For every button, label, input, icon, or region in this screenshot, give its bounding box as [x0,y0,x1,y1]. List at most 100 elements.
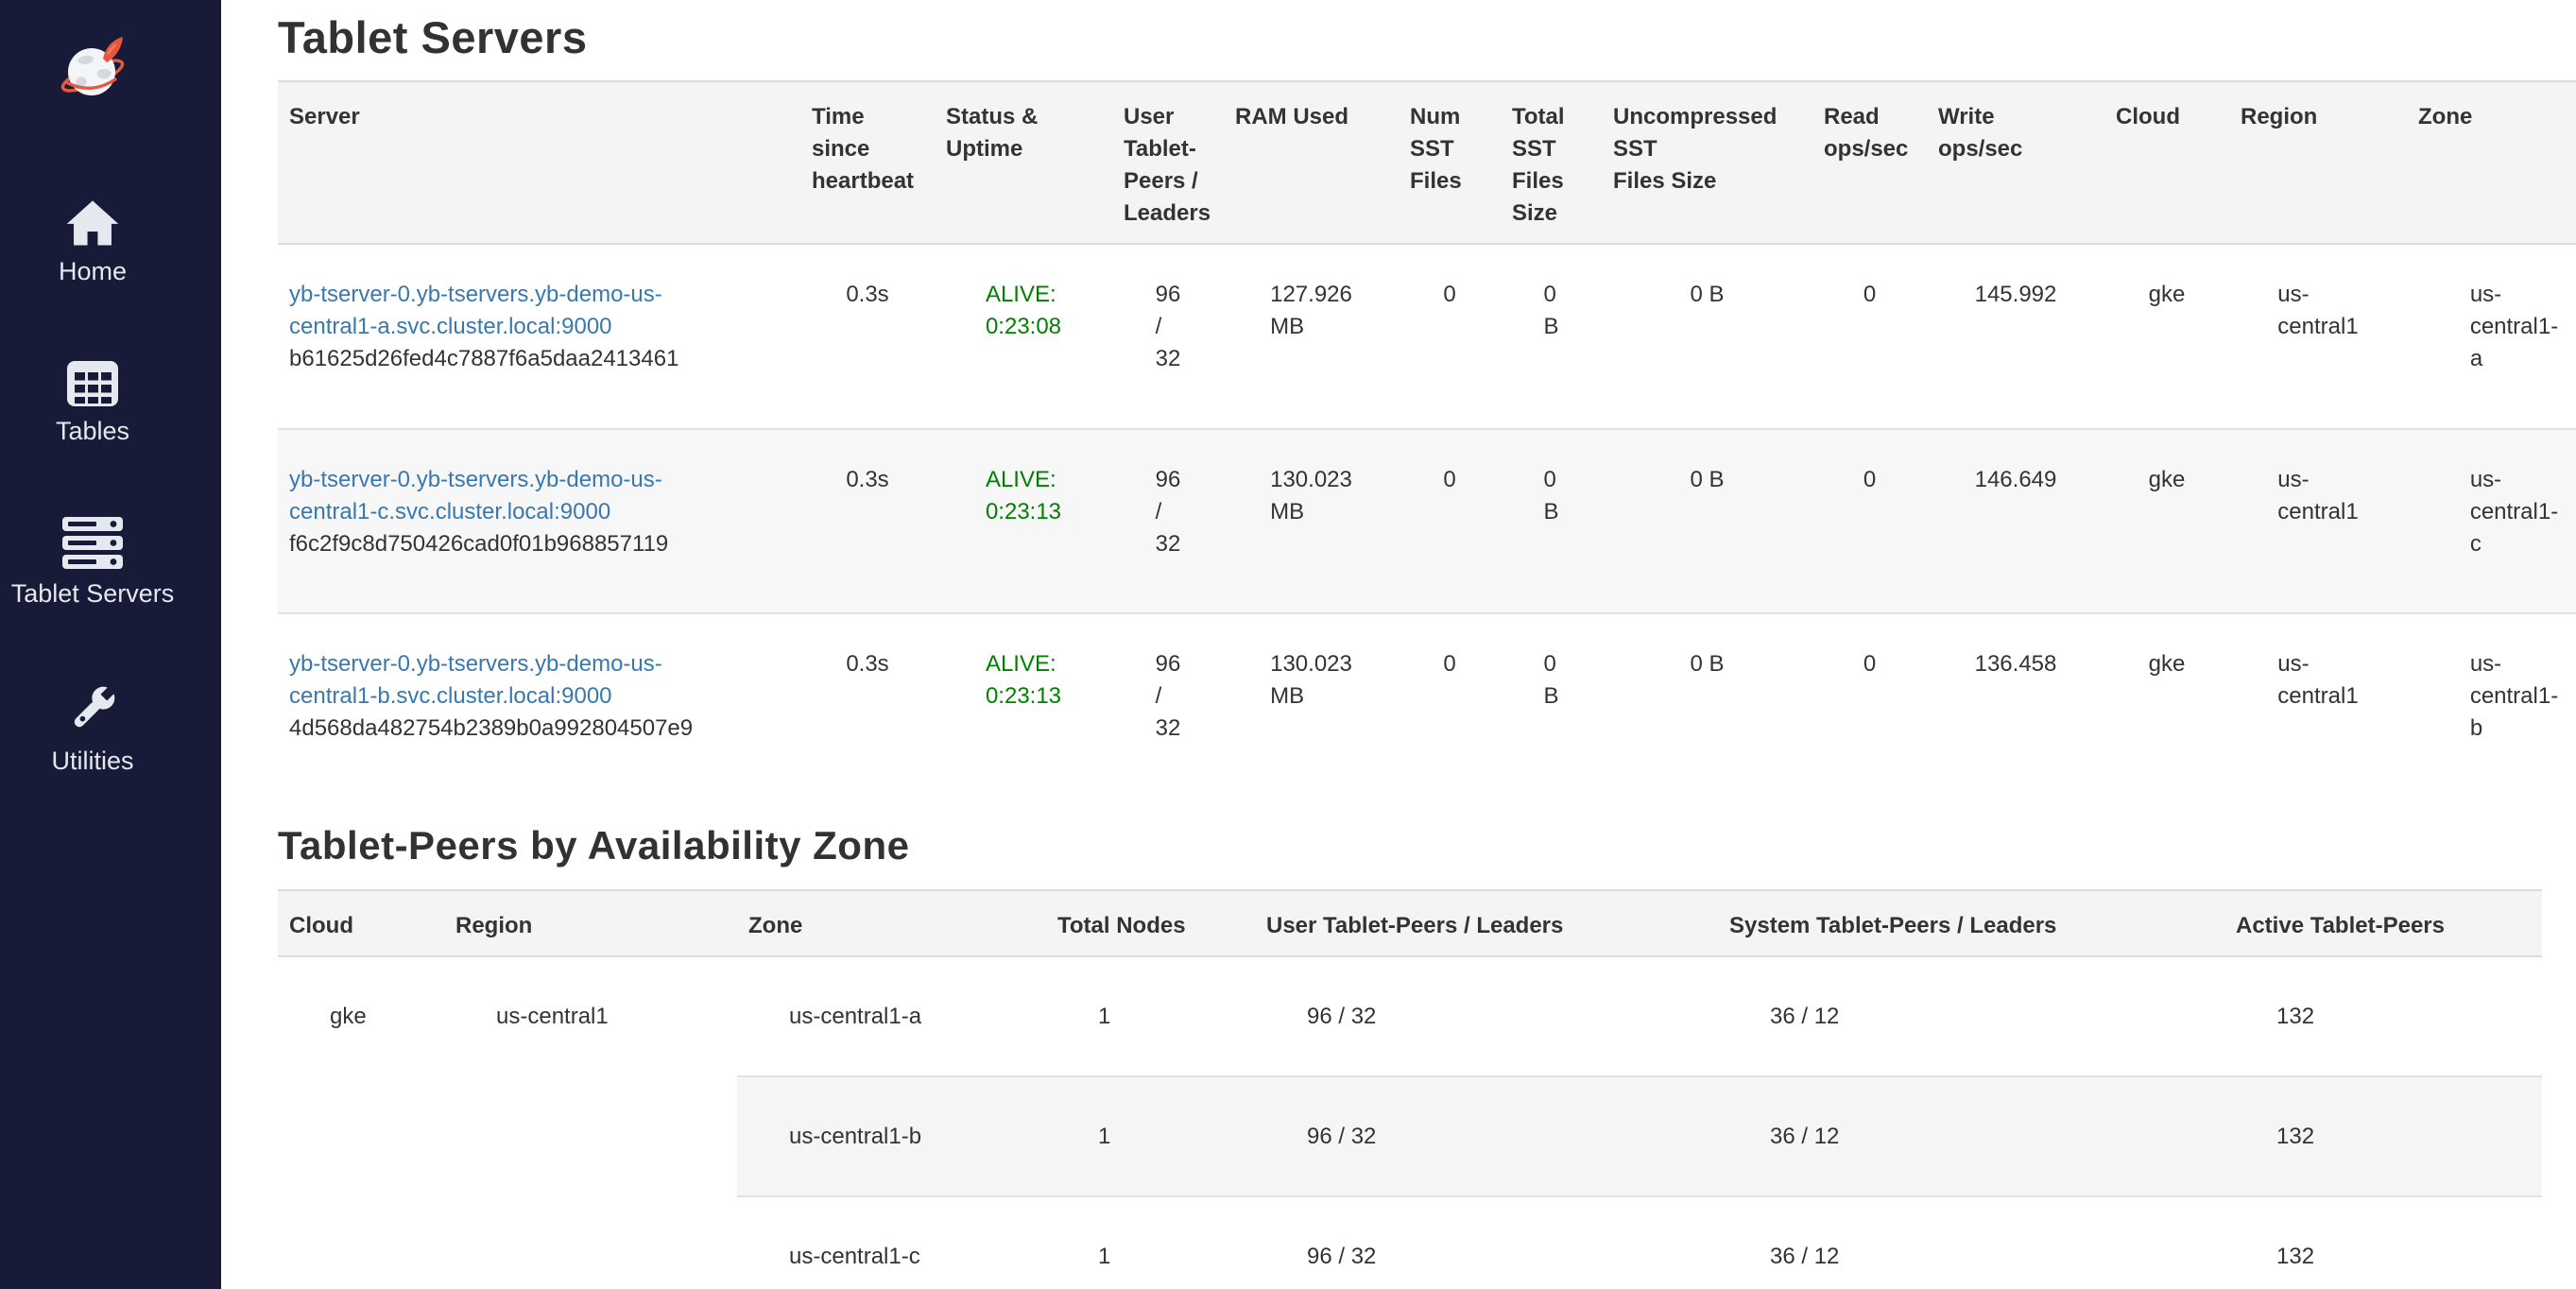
cell-user-tablet-peers-leaders: 96 / 32 [1255,1075,1718,1197]
cell-time-since-heartbeat: 0.3s [846,282,889,308]
tserver-uuid: b61625d26fed4c7887f6a5daa2413461 [289,346,679,372]
cell-zone: us-central1-c [737,1195,1046,1289]
sidebar-item-tables[interactable]: Tables [56,360,129,446]
cell-system-tablet-peers-leaders: 36 / 12 [1718,1075,2224,1197]
wrench-icon [74,684,117,728]
sidebar-item-label: Tables [55,416,130,445]
tserver-address-link[interactable]: yb-tserver-0.yb-tservers.yb-demo-us- cen… [289,466,662,524]
status-alive-text: ALIVE: 0:23:13 [985,466,1062,524]
tserver-address-link[interactable]: yb-tserver-0.yb-tservers.yb-demo-us- cen… [289,282,662,340]
sidebar-item-home[interactable]: Home [59,197,127,286]
cell-cloud: gke [2104,611,2229,798]
col-header-region: Region [2229,79,2407,246]
tablet-servers-table: Server Time since heartbeat Status & Upt… [278,79,2576,798]
cell-uncompressed-sst-files-size: 0 B [1602,427,1812,613]
cell-ram-used: 130.023 MB [1224,427,1399,613]
cell-region: us- central1 [2229,427,2407,613]
col-header-total-nodes: Total Nodes [1046,889,1255,958]
cell-total-nodes: 1 [1046,1195,1255,1289]
col-header-server: Server [278,79,800,246]
col-header-zone: Zone [737,889,1046,958]
cell-ram-used: 130.023 MB [1224,611,1399,798]
home-icon [66,200,119,246]
cell-zone: us-central1-b [737,1075,1046,1197]
status-alive-text: ALIVE: 0:23:08 [985,282,1062,340]
status-alive-text: ALIVE: 0:23:13 [985,650,1062,709]
cell-active-tablet-peers: 132 [2224,1075,2542,1197]
cell-user-tablet-peers: 96 / 32 [1112,427,1224,613]
col-header-cloud: Cloud [278,889,444,958]
cell-zone: us- central1- a [2469,282,2559,372]
az-row: gke us-central1 us-central1-a 1 96 / 32 … [278,956,2542,1076]
col-header-write-ops: Write ops/sec [1927,79,2104,246]
sidebar-item-utilities[interactable]: Utilities [51,680,134,776]
cell-status-uptime: ALIVE: 0:23:08 [935,244,1112,428]
cell-read-ops: 0 [1812,427,1927,613]
cell-read-ops: 0 [1812,611,1927,798]
cell-read-ops: 0 [1863,282,1877,308]
planet-rocket-logo-icon [60,37,125,95]
cell-zone: us- central1- c [2407,427,2576,613]
col-header-user-tablet-peers: User Tablet- Peers / Leaders [1112,79,1224,246]
cell-num-sst-files: 0 [1399,427,1501,613]
col-header-region: Region [444,889,737,958]
cell-region: us- central1 [2229,611,2407,798]
cell-time-since-heartbeat: 0.3s [800,427,935,613]
cell-write-ops: 146.649 [1927,427,2104,613]
cell-active-tablet-peers: 132 [2276,1004,2315,1030]
cell-server: yb-tserver-0.yb-tservers.yb-demo-us- cen… [278,611,800,798]
col-header-time-since-heartbeat: Time since heartbeat [800,79,935,246]
cell-uncompressed-sst-files-size: 0 B [1602,611,1812,798]
tserver-row: yb-tserver-0.yb-tservers.yb-demo-us- cen… [278,611,2576,798]
cell-zone: us- central1- b [2407,611,2576,798]
cell-uncompressed-sst-files-size: 0 B [1690,282,1725,308]
cell-total-nodes: 1 [1046,1075,1255,1197]
cell-user-tablet-peers: 96 / 32 [1112,611,1224,798]
tserver-row: yb-tserver-0.yb-tservers.yb-demo-us- cen… [278,244,2576,428]
tserver-uuid: f6c2f9c8d750426cad0f01b968857119 [289,530,669,557]
col-header-active-tablet-peers: Active Tablet-Peers [2224,889,2542,958]
page-title: Tablet Servers [278,12,588,62]
cell-user-tablet-peers: 96 / 32 [1155,282,1181,372]
cell-system-tablet-peers-leaders: 36 / 12 [1718,1195,2224,1289]
cell-write-ops: 145.992 [1974,282,2057,308]
sidebar-item-tablet-servers[interactable]: Tablet Servers [10,517,175,609]
cell-region: us- central1 [2277,282,2359,340]
az-row: us-central1-c 1 96 / 32 36 / 12 132 [278,1195,2542,1289]
cell-total-sst-files-size: 0 B [1501,427,1602,613]
sidebar-item-label: Tablet Servers [10,579,175,609]
cell-zone: us-central1-a [789,1004,922,1030]
section-title-tablet-peers-by-az: Tablet-Peers by Availability Zone [278,823,910,868]
cell-time-since-heartbeat: 0.3s [800,611,935,798]
servers-icon [61,517,123,570]
yugabyte-logo[interactable] [58,36,128,106]
sidebar-item-label: Home [58,257,128,285]
col-header-read-ops: Read ops/sec [1812,79,1927,246]
cell-total-sst-files-size: 0 B [1501,611,1602,798]
cell-server: yb-tserver-0.yb-tservers.yb-demo-us- cen… [278,244,800,428]
cell-server: yb-tserver-0.yb-tservers.yb-demo-us- cen… [278,427,800,613]
cell-user-tablet-peers-leaders: 96 / 32 [1255,1195,1718,1289]
tserver-address-link[interactable]: yb-tserver-0.yb-tservers.yb-demo-us- cen… [289,650,662,709]
cell-cloud: gke [2148,282,2186,308]
cell-active-tablet-peers: 132 [2224,1195,2542,1289]
cell-num-sst-files: 0 [1443,282,1456,308]
col-header-num-sst-files: Num SST Files [1399,79,1501,246]
sidebar: Home Tables [0,0,221,1289]
cell-write-ops: 136.458 [1927,611,2104,798]
cell-status-uptime: ALIVE: 0:23:13 [935,427,1112,613]
tables-icon [66,360,118,406]
col-header-zone: Zone [2407,79,2576,246]
tablet-peers-by-az-table: Cloud Region Zone Total Nodes User Table… [278,889,2542,1289]
col-header-ram-used: RAM Used [1224,79,1399,246]
cell-total-sst-files-size: 0 B [1543,282,1559,340]
col-header-system-tablet-peers-leaders: System Tablet-Peers / Leaders [1718,889,2224,958]
cell-system-tablet-peers-leaders: 36 / 12 [1770,1004,1840,1030]
sidebar-item-label: Utilities [51,747,134,776]
cell-ram-used: 127.926 MB [1270,282,1352,340]
tserver-row: yb-tserver-0.yb-tservers.yb-demo-us- cen… [278,427,2576,613]
cell-user-tablet-peers-leaders: 96 / 32 [1307,1004,1377,1030]
az-header-row: Cloud Region Zone Total Nodes User Table… [278,889,2542,958]
cell-total-nodes: 1 [1098,1004,1111,1030]
col-header-user-tablet-peers-leaders: User Tablet-Peers / Leaders [1255,889,1718,958]
